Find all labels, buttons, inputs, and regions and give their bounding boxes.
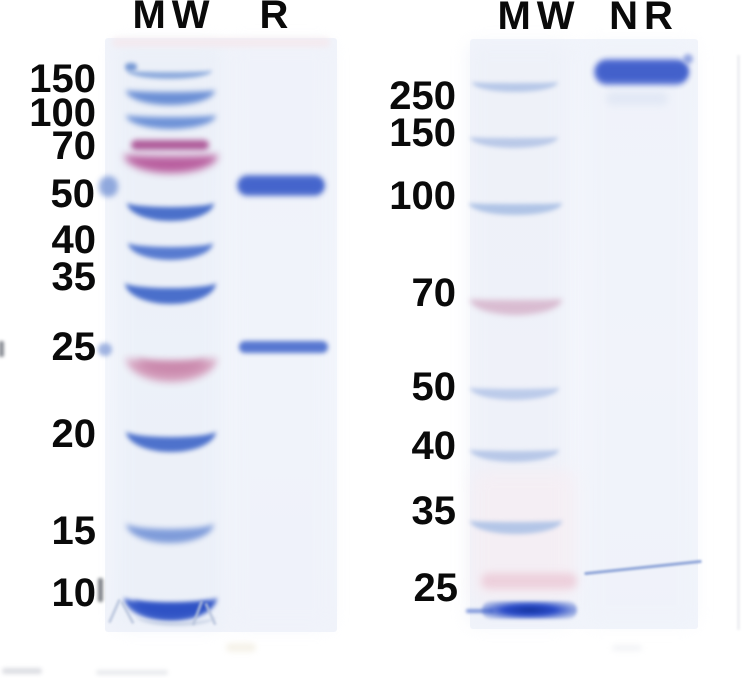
mw-label-20: 20 <box>51 412 97 456</box>
mw-label-150: 150 <box>389 111 456 155</box>
mw-label-40: 40 <box>411 424 457 468</box>
mw-label-40: 40 <box>51 218 97 262</box>
image-edge-dash <box>0 341 4 357</box>
bottom-smudge-left-1 <box>2 668 42 674</box>
bottom-smudge-left-2 <box>96 670 168 675</box>
bottom-dot-faint <box>226 643 256 652</box>
mw-label-100: 100 <box>389 174 456 218</box>
gel-non-reduced <box>470 39 698 629</box>
mw-label-50: 50 <box>50 172 96 216</box>
lane-header-r: R <box>259 0 295 37</box>
edge-notch-dark <box>98 578 103 602</box>
gel-reduced <box>105 38 337 632</box>
mw-label-10: 10 <box>51 571 97 615</box>
mw-label-35: 35 <box>51 255 97 299</box>
mw-label-70: 70 <box>51 124 97 168</box>
mw-label-15: 15 <box>51 509 97 553</box>
mw-label-50: 50 <box>411 365 457 409</box>
lane-header-mw: MW <box>497 0 581 38</box>
bottom-smudge-right <box>612 645 642 651</box>
mw-label-100: 100 <box>29 91 96 135</box>
mw-label-25: 25 <box>413 566 459 610</box>
lane-header-nr: NR <box>609 0 679 38</box>
mw-label-35: 35 <box>411 489 457 533</box>
right-edge-faint-line <box>737 55 740 630</box>
mw-label-25: 25 <box>51 325 97 369</box>
lane-header-mw: MW <box>132 0 216 37</box>
mw-label-250: 250 <box>389 74 456 118</box>
mw-label-70: 70 <box>411 271 457 315</box>
mw-label-150: 150 <box>29 57 96 101</box>
